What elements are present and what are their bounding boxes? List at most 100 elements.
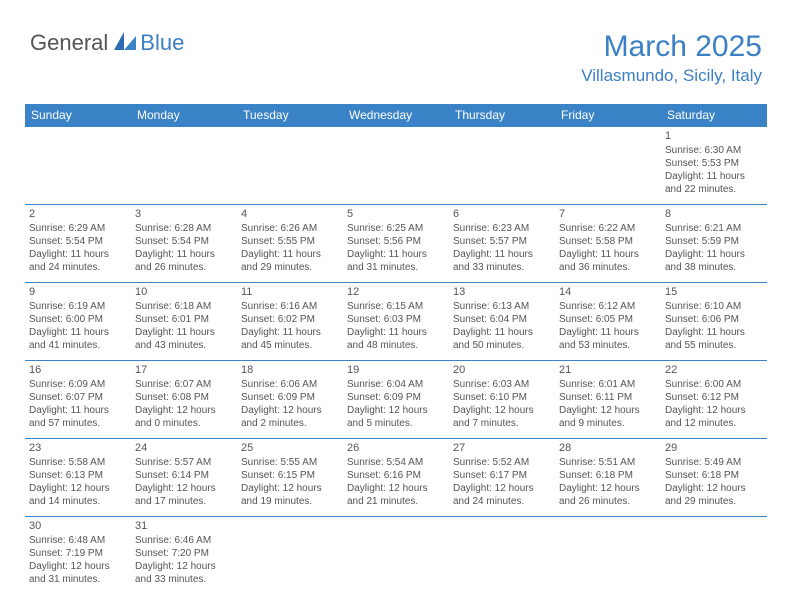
day-day1: Daylight: 11 hours — [241, 326, 339, 339]
day-day1: Daylight: 12 hours — [453, 482, 551, 495]
day-info: Sunrise: 6:30 AMSunset: 5:53 PMDaylight:… — [665, 144, 763, 196]
day-sunrise: Sunrise: 6:15 AM — [347, 300, 445, 313]
empty-cell — [555, 517, 661, 595]
month-title: March 2025 — [581, 30, 762, 64]
weekday-header: Wednesday — [343, 104, 449, 127]
day-day1: Daylight: 12 hours — [347, 404, 445, 417]
weekday-header: Tuesday — [237, 104, 343, 127]
day-sunrise: Sunrise: 5:49 AM — [665, 456, 763, 469]
day-day2: and 50 minutes. — [453, 339, 551, 352]
day-sunset: Sunset: 6:16 PM — [347, 469, 445, 482]
day-day2: and 55 minutes. — [665, 339, 763, 352]
day-sunrise: Sunrise: 6:10 AM — [665, 300, 763, 313]
day-day2: and 43 minutes. — [135, 339, 233, 352]
day-day1: Daylight: 11 hours — [453, 326, 551, 339]
calendar-row: 2Sunrise: 6:29 AMSunset: 5:54 PMDaylight… — [25, 205, 767, 283]
day-info: Sunrise: 6:22 AMSunset: 5:58 PMDaylight:… — [559, 222, 657, 274]
day-cell: 15Sunrise: 6:10 AMSunset: 6:06 PMDayligh… — [661, 283, 767, 361]
calendar-row: 9Sunrise: 6:19 AMSunset: 6:00 PMDaylight… — [25, 283, 767, 361]
day-sunset: Sunset: 6:13 PM — [29, 469, 127, 482]
day-day1: Daylight: 12 hours — [665, 404, 763, 417]
day-day2: and 12 minutes. — [665, 417, 763, 430]
logo-text-blue: Blue — [140, 30, 184, 56]
day-sunset: Sunset: 5:58 PM — [559, 235, 657, 248]
day-day2: and 2 minutes. — [241, 417, 339, 430]
day-sunrise: Sunrise: 6:19 AM — [29, 300, 127, 313]
day-day2: and 29 minutes. — [665, 495, 763, 508]
header: General Blue March 2025 Villasmundo, Sic… — [0, 0, 792, 96]
day-day2: and 7 minutes. — [453, 417, 551, 430]
day-info: Sunrise: 6:00 AMSunset: 6:12 PMDaylight:… — [665, 378, 763, 430]
day-day2: and 45 minutes. — [241, 339, 339, 352]
day-day1: Daylight: 12 hours — [135, 404, 233, 417]
day-sunset: Sunset: 6:02 PM — [241, 313, 339, 326]
day-sunrise: Sunrise: 6:01 AM — [559, 378, 657, 391]
empty-cell — [555, 127, 661, 205]
day-number: 23 — [29, 441, 127, 455]
day-info: Sunrise: 6:29 AMSunset: 5:54 PMDaylight:… — [29, 222, 127, 274]
day-number: 20 — [453, 363, 551, 377]
day-info: Sunrise: 6:06 AMSunset: 6:09 PMDaylight:… — [241, 378, 339, 430]
day-info: Sunrise: 6:19 AMSunset: 6:00 PMDaylight:… — [29, 300, 127, 352]
day-day2: and 9 minutes. — [559, 417, 657, 430]
day-day2: and 24 minutes. — [453, 495, 551, 508]
day-sunrise: Sunrise: 6:22 AM — [559, 222, 657, 235]
day-day1: Daylight: 12 hours — [241, 482, 339, 495]
day-day1: Daylight: 11 hours — [665, 248, 763, 261]
day-sunrise: Sunrise: 5:51 AM — [559, 456, 657, 469]
day-cell: 10Sunrise: 6:18 AMSunset: 6:01 PMDayligh… — [131, 283, 237, 361]
day-number: 29 — [665, 441, 763, 455]
day-info: Sunrise: 6:01 AMSunset: 6:11 PMDaylight:… — [559, 378, 657, 430]
day-sunset: Sunset: 6:00 PM — [29, 313, 127, 326]
day-info: Sunrise: 6:21 AMSunset: 5:59 PMDaylight:… — [665, 222, 763, 274]
day-sunrise: Sunrise: 5:58 AM — [29, 456, 127, 469]
day-number: 31 — [135, 519, 233, 533]
day-info: Sunrise: 6:25 AMSunset: 5:56 PMDaylight:… — [347, 222, 445, 274]
day-sunrise: Sunrise: 6:09 AM — [29, 378, 127, 391]
weekday-header: Sunday — [25, 104, 131, 127]
day-cell: 23Sunrise: 5:58 AMSunset: 6:13 PMDayligh… — [25, 439, 131, 517]
day-info: Sunrise: 5:57 AMSunset: 6:14 PMDaylight:… — [135, 456, 233, 508]
day-sunrise: Sunrise: 6:29 AM — [29, 222, 127, 235]
day-info: Sunrise: 6:03 AMSunset: 6:10 PMDaylight:… — [453, 378, 551, 430]
day-sunrise: Sunrise: 5:57 AM — [135, 456, 233, 469]
day-sunset: Sunset: 5:56 PM — [347, 235, 445, 248]
day-sunrise: Sunrise: 6:28 AM — [135, 222, 233, 235]
day-cell: 20Sunrise: 6:03 AMSunset: 6:10 PMDayligh… — [449, 361, 555, 439]
day-day2: and 19 minutes. — [241, 495, 339, 508]
day-sunrise: Sunrise: 6:26 AM — [241, 222, 339, 235]
day-number: 19 — [347, 363, 445, 377]
day-sunset: Sunset: 6:07 PM — [29, 391, 127, 404]
day-number: 28 — [559, 441, 657, 455]
day-number: 25 — [241, 441, 339, 455]
day-cell: 24Sunrise: 5:57 AMSunset: 6:14 PMDayligh… — [131, 439, 237, 517]
day-info: Sunrise: 6:04 AMSunset: 6:09 PMDaylight:… — [347, 378, 445, 430]
day-number: 6 — [453, 207, 551, 221]
calendar-row: 16Sunrise: 6:09 AMSunset: 6:07 PMDayligh… — [25, 361, 767, 439]
calendar-row: 30Sunrise: 6:48 AMSunset: 7:19 PMDayligh… — [25, 517, 767, 595]
day-sunrise: Sunrise: 5:55 AM — [241, 456, 339, 469]
day-day2: and 0 minutes. — [135, 417, 233, 430]
day-day1: Daylight: 11 hours — [29, 326, 127, 339]
day-day1: Daylight: 11 hours — [241, 248, 339, 261]
day-day2: and 48 minutes. — [347, 339, 445, 352]
day-info: Sunrise: 5:51 AMSunset: 6:18 PMDaylight:… — [559, 456, 657, 508]
day-cell: 28Sunrise: 5:51 AMSunset: 6:18 PMDayligh… — [555, 439, 661, 517]
day-sunrise: Sunrise: 6:25 AM — [347, 222, 445, 235]
day-info: Sunrise: 6:28 AMSunset: 5:54 PMDaylight:… — [135, 222, 233, 274]
day-sunrise: Sunrise: 6:03 AM — [453, 378, 551, 391]
day-sunset: Sunset: 5:53 PM — [665, 157, 763, 170]
day-cell: 8Sunrise: 6:21 AMSunset: 5:59 PMDaylight… — [661, 205, 767, 283]
day-cell: 29Sunrise: 5:49 AMSunset: 6:18 PMDayligh… — [661, 439, 767, 517]
day-sunset: Sunset: 6:15 PM — [241, 469, 339, 482]
day-sunset: Sunset: 6:17 PM — [453, 469, 551, 482]
empty-cell — [343, 517, 449, 595]
day-sunset: Sunset: 6:03 PM — [347, 313, 445, 326]
day-info: Sunrise: 6:07 AMSunset: 6:08 PMDaylight:… — [135, 378, 233, 430]
day-sunset: Sunset: 6:06 PM — [665, 313, 763, 326]
day-number: 14 — [559, 285, 657, 299]
day-info: Sunrise: 6:15 AMSunset: 6:03 PMDaylight:… — [347, 300, 445, 352]
day-sunrise: Sunrise: 6:23 AM — [453, 222, 551, 235]
day-cell: 6Sunrise: 6:23 AMSunset: 5:57 PMDaylight… — [449, 205, 555, 283]
day-cell: 19Sunrise: 6:04 AMSunset: 6:09 PMDayligh… — [343, 361, 449, 439]
